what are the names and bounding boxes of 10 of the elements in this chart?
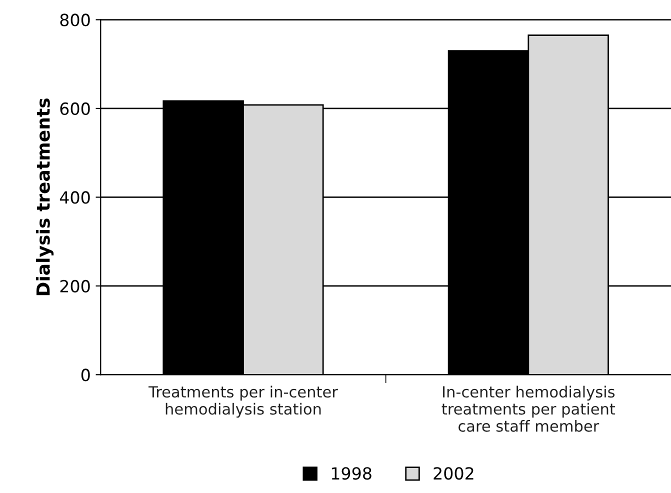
y-tick-label: 0 <box>81 368 90 382</box>
y-tick-label: 400 <box>60 191 90 204</box>
legend-label: 1998 <box>332 467 372 480</box>
x-tick-label: In-center hemodialysis treatments per patient care staff member <box>442 386 616 432</box>
y-axis-title: Dialysis treatments <box>36 98 54 296</box>
legend-label: 2002 <box>434 467 474 480</box>
x-tick-label: Treatments per in-center hemodialysis station <box>148 386 338 418</box>
y-tick-label: 800 <box>60 14 90 26</box>
y-tick-label: 600 <box>60 102 90 116</box>
y-tick-label: 200 <box>60 280 90 293</box>
